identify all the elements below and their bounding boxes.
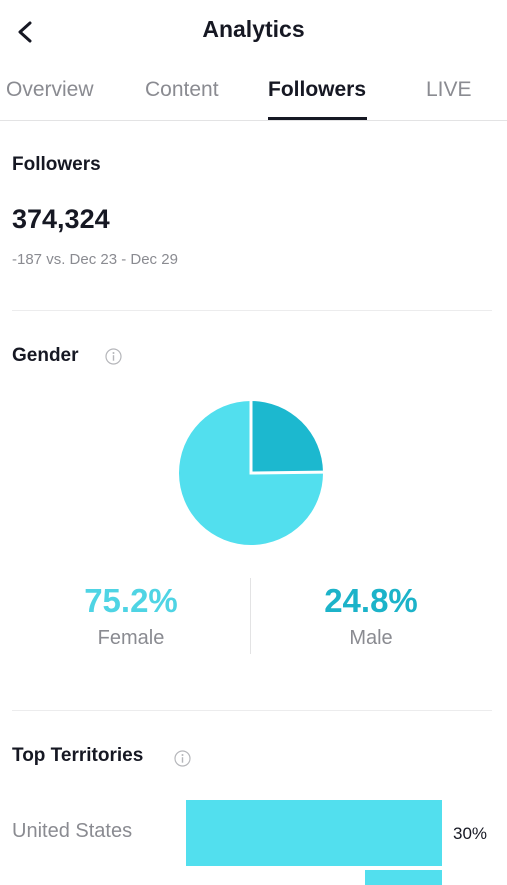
section-divider — [12, 710, 492, 711]
followers-count: 374,324 — [12, 204, 110, 234]
male-percent: 24.8% — [324, 582, 418, 619]
territory-bar — [186, 800, 442, 866]
gender-pie-chart — [179, 401, 324, 545]
chevron-left-icon — [18, 21, 32, 43]
territories-info-icon[interactable] — [174, 750, 191, 767]
tab-followers[interactable]: Followers — [268, 78, 367, 101]
tab-bar: Overview Content Followers LIVE — [0, 62, 507, 121]
active-tab-indicator — [268, 117, 367, 120]
gender-stat-divider — [250, 578, 251, 654]
section-divider — [12, 310, 492, 311]
gender-info-icon[interactable] — [105, 348, 122, 365]
header: Analytics — [0, 0, 507, 62]
male-label: Male — [349, 627, 393, 649]
top-territories-title: Top Territories — [12, 745, 144, 766]
page-title: Analytics — [202, 16, 305, 42]
gender-title: Gender — [12, 345, 79, 366]
tab-live[interactable]: LIVE — [426, 78, 472, 101]
female-label: Female — [97, 627, 165, 649]
pie-slice-separator — [249, 401, 324, 475]
followers-title: Followers — [12, 154, 101, 175]
territory-name: United States — [12, 820, 133, 842]
followers-comparison: -187 vs. Dec 23 - Dec 29 — [12, 251, 178, 268]
territory-bar — [365, 870, 442, 885]
female-percent: 75.2% — [84, 582, 178, 619]
pie-slice-male — [251, 401, 323, 473]
tab-content[interactable]: Content — [145, 78, 219, 101]
territory-percent: 30% — [453, 824, 488, 843]
back-button[interactable] — [8, 14, 44, 50]
tab-overview[interactable]: Overview — [6, 78, 94, 101]
